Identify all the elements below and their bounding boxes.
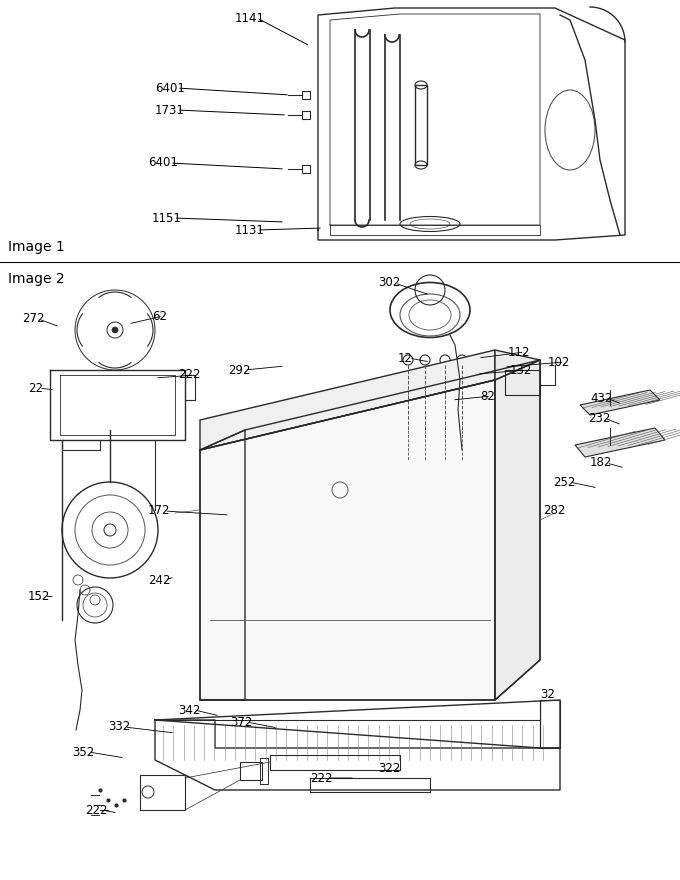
Text: 32: 32: [540, 687, 555, 700]
Polygon shape: [200, 350, 495, 450]
Text: 62: 62: [152, 310, 167, 322]
Text: 322: 322: [378, 761, 401, 774]
Text: 182: 182: [590, 457, 613, 470]
Text: 102: 102: [548, 356, 571, 369]
Text: 332: 332: [108, 721, 131, 734]
Text: 432: 432: [590, 392, 613, 405]
Bar: [140, 775, 185, 810]
Text: 172: 172: [148, 504, 171, 517]
Text: 222: 222: [85, 803, 107, 817]
Polygon shape: [200, 380, 495, 700]
Text: 6401: 6401: [148, 157, 178, 170]
Text: 132: 132: [510, 363, 532, 377]
Bar: [415, 85, 427, 165]
Bar: [260, 758, 268, 784]
Text: 252: 252: [553, 475, 575, 488]
Text: 1731: 1731: [155, 104, 185, 116]
Bar: [302, 165, 310, 173]
Bar: [302, 111, 310, 119]
Text: 22: 22: [28, 382, 43, 394]
Text: 82: 82: [480, 390, 495, 402]
Bar: [302, 91, 310, 99]
Text: Image 1: Image 1: [8, 240, 65, 254]
Bar: [240, 762, 262, 780]
Text: 342: 342: [178, 703, 201, 716]
Text: 1141: 1141: [235, 11, 265, 25]
Text: 1131: 1131: [235, 224, 265, 237]
Text: 242: 242: [148, 574, 171, 586]
Text: 292: 292: [228, 363, 250, 377]
Text: 222: 222: [310, 772, 333, 784]
Polygon shape: [575, 428, 665, 457]
Text: 152: 152: [28, 590, 50, 603]
Text: 352: 352: [72, 745, 95, 759]
Text: 12: 12: [398, 351, 413, 364]
Text: 372: 372: [230, 715, 252, 729]
Text: 112: 112: [508, 346, 530, 358]
Text: 6401: 6401: [155, 82, 185, 94]
Polygon shape: [495, 350, 540, 700]
Text: 282: 282: [543, 504, 565, 517]
Circle shape: [112, 327, 118, 333]
Text: 272: 272: [22, 312, 44, 326]
Text: Image 2: Image 2: [8, 272, 65, 286]
Polygon shape: [580, 390, 660, 415]
Text: 222: 222: [178, 369, 201, 382]
Text: 302: 302: [378, 276, 401, 290]
Text: 1151: 1151: [152, 211, 182, 224]
Text: 232: 232: [588, 412, 611, 424]
